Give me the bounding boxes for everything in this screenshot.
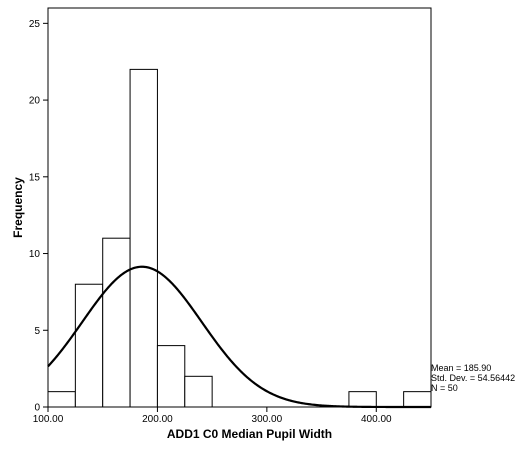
x-tick-label-200: 200.00 — [142, 414, 173, 425]
histogram-bar-4 — [156, 345, 186, 408]
histogram-bar-7 — [403, 391, 432, 408]
y-tick-label-20: 20 — [29, 96, 41, 107]
x-axis-label: ADD1 C0 Median Pupil Width — [167, 427, 332, 441]
x-tick-label-100: 100.00 — [33, 414, 64, 425]
x-tick-label-300: 300.00 — [252, 414, 283, 425]
histogram-bar-5 — [184, 375, 213, 408]
x-axis-ticks: 100.00 200.00 300.00 400.00 — [33, 407, 392, 425]
bars-group — [47, 68, 432, 408]
y-tick-label-0: 0 — [34, 403, 40, 414]
histogram-bar-0 — [47, 391, 76, 408]
stats-n: N = 50 — [431, 383, 458, 393]
x-tick-label-400: 400.00 — [361, 414, 392, 425]
stats-std-dev: Std. Dev. = 54.56442 — [431, 373, 516, 383]
stats-legend: Mean = 185.90 Std. Dev. = 54.56442 N = 5… — [431, 363, 515, 393]
y-tick-label-15: 15 — [29, 172, 41, 183]
histogram-bar-6 — [348, 391, 377, 408]
y-tick-label-10: 10 — [29, 249, 41, 260]
y-tick-label-25: 25 — [29, 19, 41, 30]
y-axis-label: Frequency — [11, 177, 25, 238]
histogram-bar-3 — [129, 68, 158, 408]
histogram-bar-1 — [74, 283, 104, 408]
y-axis-ticks: 0 5 10 15 20 25 — [29, 19, 48, 414]
plot-frame — [47, 7, 432, 408]
histogram-bar-2 — [102, 237, 131, 408]
y-tick-label-5: 5 — [34, 326, 40, 337]
stats-mean: Mean = 185.90 — [431, 363, 492, 373]
